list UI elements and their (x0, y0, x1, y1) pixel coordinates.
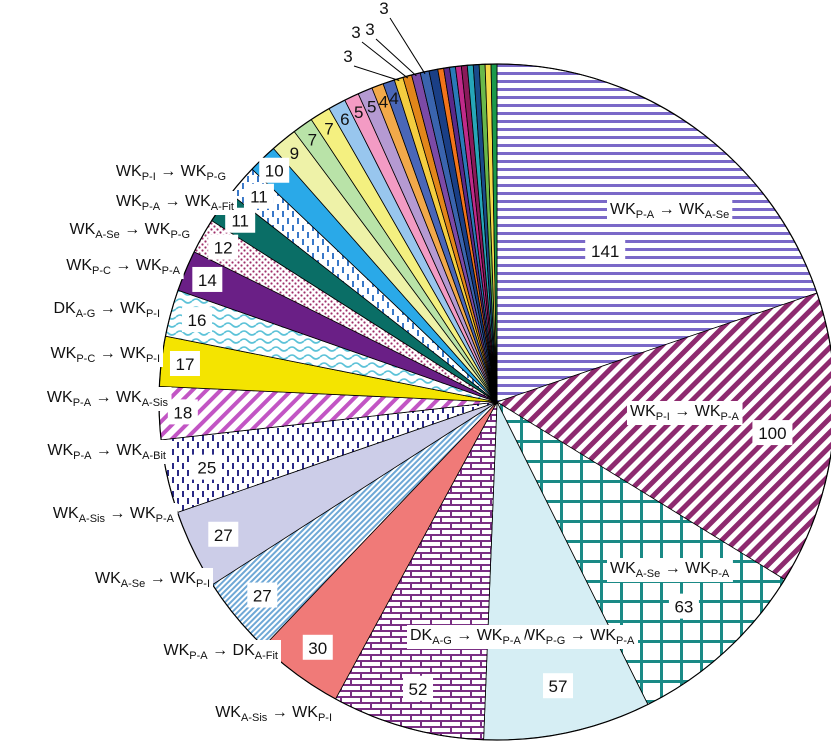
svg-text:4: 4 (379, 93, 388, 112)
value-label-1: 141 (585, 237, 626, 263)
value-label-21: 6 (340, 110, 349, 129)
svg-text:18: 18 (173, 403, 192, 422)
svg-text:WKA-Se → WKP-G: WKA-Se → WKP-G (70, 221, 190, 241)
svg-text:141: 141 (591, 242, 619, 261)
svg-text:11: 11 (250, 188, 268, 207)
svg-text:WKP-A → WKA-Fit: WKP-A → WKA-Fit (116, 193, 234, 213)
svg-text:7: 7 (324, 119, 333, 138)
svg-text:WKP-A → DKA-Fit: WKP-A → DKA-Fit (164, 642, 278, 662)
svg-text:WKA-Se → WKP-A: WKA-Se → WKP-A (610, 560, 730, 580)
svg-text:WKP-A → WKA-Bit: WKP-A → WKA-Bit (47, 442, 166, 462)
value-label-20: 7 (324, 119, 333, 138)
svg-text:WKA-Sis → WKP-A: WKA-Sis → WKP-A (53, 505, 175, 525)
slice-name-8: WKA-Se → WKP-I (92, 568, 213, 592)
value-label-25: 4 (389, 89, 398, 108)
leader-line (375, 38, 417, 77)
svg-text:17: 17 (176, 355, 195, 374)
slice-name-15: WKA-Se → WKP-G (66, 219, 193, 243)
svg-text:5: 5 (354, 103, 363, 122)
svg-text:9: 9 (290, 144, 299, 163)
svg-text:27: 27 (253, 587, 272, 606)
value-label-23: 5 (367, 97, 376, 116)
value-label-26: 3 (343, 47, 352, 66)
slice-name-14: WKP-C → WKP-A (63, 255, 184, 279)
svg-text:52: 52 (409, 680, 428, 699)
leader-line (353, 65, 400, 82)
slice-name-labels: WKP-A → WKA-Se WKP-I → WKP-A WKA-Se → WKP-… (43, 161, 743, 726)
leader-lines (353, 17, 426, 82)
slice-name-2: WKP-I → WKP-A (627, 401, 743, 425)
svg-text:WKP-A → WKA-Se: WKP-A → WKA-Se (610, 201, 729, 221)
value-label-18: 9 (290, 144, 299, 163)
value-label-12: 16 (182, 307, 213, 333)
svg-text:57: 57 (549, 677, 568, 696)
value-label-8: 27 (208, 521, 239, 547)
svg-text:WKP-I → WKP-G: WKP-I → WKP-G (116, 163, 226, 183)
svg-text:14: 14 (198, 271, 217, 290)
svg-text:6: 6 (340, 110, 349, 129)
value-label-14: 12 (208, 234, 239, 260)
svg-text:27: 27 (214, 526, 233, 545)
value-label-28: 3 (365, 20, 374, 39)
slice-name-10: WKP-A → WKA-Bit (44, 440, 169, 464)
svg-text:WKP-C → WKP-A: WKP-C → WKP-A (66, 257, 180, 277)
value-label-27: 3 (351, 23, 360, 42)
pie-slices (158, 63, 831, 741)
value-label-3: 63 (668, 593, 699, 619)
svg-text:100: 100 (758, 424, 786, 443)
svg-text:WKP-I → WKP-A: WKP-I → WKP-A (630, 403, 740, 423)
slice-name-13: DKA-G → WKP-I (50, 298, 163, 322)
svg-text:63: 63 (674, 598, 693, 617)
svg-text:25: 25 (197, 459, 216, 478)
svg-text:16: 16 (188, 311, 207, 330)
value-label-5: 52 (403, 675, 434, 701)
value-label-22: 5 (354, 103, 363, 122)
value-label-24: 4 (379, 93, 388, 112)
value-label-10: 18 (167, 399, 198, 425)
svg-text:WKA-Sis → WKP-I: WKA-Sis → WKP-I (215, 704, 332, 724)
svg-text:DKA-G → WKP-A: DKA-G → WKP-A (410, 627, 521, 647)
value-label-9: 25 (191, 454, 222, 480)
slice-name-1: WKP-A → WKA-Se (607, 199, 733, 223)
value-label-4: 57 (543, 673, 574, 699)
value-label-6: 30 (302, 634, 333, 660)
svg-text:WKP-G → WKP-A: WKP-G → WKP-A (520, 627, 635, 647)
svg-text:12: 12 (214, 239, 233, 258)
value-label-29: 3 (379, 0, 388, 18)
slice-name-6: WKA-Sis → WKP-I (212, 702, 335, 726)
slice-name-11: WKP-A → WKA-Sis (43, 387, 172, 411)
svg-text:7: 7 (308, 130, 317, 149)
svg-text:WKA-Se → WKP-I: WKA-Se → WKP-I (95, 570, 210, 590)
slice-name-4: WKP-G → WKP-A (517, 625, 639, 649)
svg-text:5: 5 (367, 97, 376, 116)
slice-name-3: WKA-Se → WKP-A (607, 558, 733, 582)
value-label-2: 100 (752, 420, 793, 446)
slice-name-12: WKP-C → WKP-I (47, 343, 163, 367)
slice-name-7: WKP-A → DKA-Fit (160, 640, 281, 664)
svg-text:10: 10 (265, 162, 284, 181)
svg-text:WKP-A → WKA-Sis: WKP-A → WKA-Sis (47, 389, 169, 409)
svg-text:11: 11 (231, 212, 249, 231)
value-label-16: 11 (243, 183, 274, 209)
slice-name-9: WKA-Sis → WKP-A (49, 503, 178, 527)
svg-text:4: 4 (389, 89, 398, 108)
svg-text:30: 30 (308, 639, 327, 658)
leader-line (389, 17, 426, 75)
value-label-7: 27 (247, 582, 278, 608)
slice-name-5: DKA-G → WKP-A (407, 625, 525, 649)
value-label-13: 14 (192, 266, 223, 292)
value-label-17: 10 (259, 157, 290, 183)
svg-text:WKP-C → WKP-I: WKP-C → WKP-I (51, 345, 160, 365)
svg-text:DKA-G → WKP-I: DKA-G → WKP-I (53, 300, 160, 320)
slice-name-17: WKP-A → WKA-Fit (112, 191, 237, 215)
slice-name-18: WKP-I → WKP-G (112, 161, 229, 185)
value-label-19: 7 (308, 130, 317, 149)
value-label-11: 17 (169, 351, 200, 377)
leader-line (361, 41, 409, 79)
